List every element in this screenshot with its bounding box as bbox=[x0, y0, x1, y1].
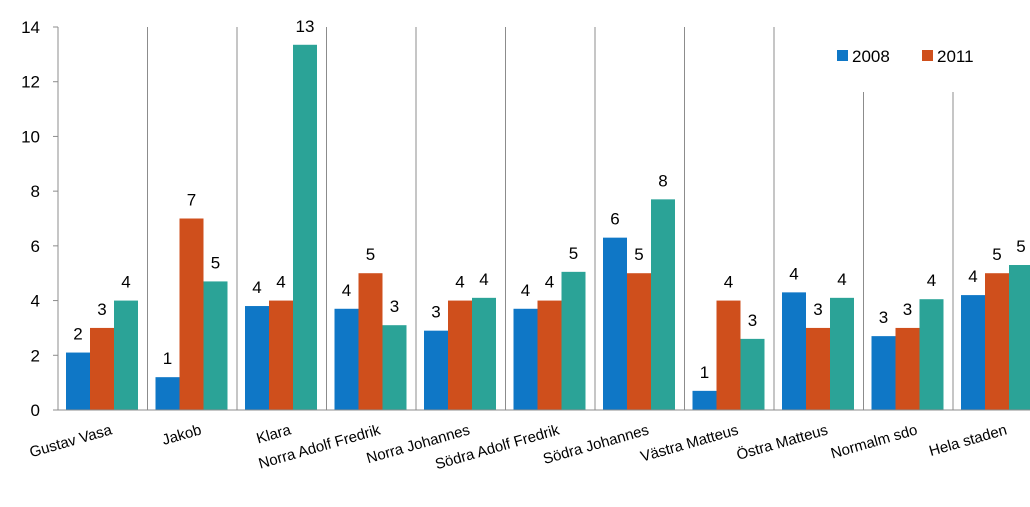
x-tick-label: Klara bbox=[254, 421, 293, 447]
bar bbox=[1009, 265, 1030, 410]
bar bbox=[692, 390, 717, 410]
legend-swatch-2008 bbox=[837, 50, 848, 61]
y-tick-label: 2 bbox=[31, 346, 40, 365]
bar bbox=[358, 273, 383, 410]
bar bbox=[66, 352, 90, 410]
data-label: 4 bbox=[724, 273, 733, 292]
data-label: 1 bbox=[163, 349, 172, 368]
data-label: 5 bbox=[569, 244, 578, 263]
data-label: 5 bbox=[1016, 237, 1025, 256]
data-label: 3 bbox=[813, 300, 822, 319]
bar bbox=[603, 237, 627, 410]
data-label: 3 bbox=[431, 303, 440, 322]
x-tick-label: Västra Matteus bbox=[639, 422, 741, 466]
x-tick-label: Östra Matteus bbox=[734, 421, 830, 464]
x-tick-label: Hela staden bbox=[927, 422, 1009, 460]
data-label: 7 bbox=[187, 191, 196, 210]
bar bbox=[155, 377, 180, 410]
bar bbox=[513, 308, 538, 410]
data-label: 1 bbox=[700, 363, 709, 382]
data-label: 8 bbox=[658, 171, 667, 190]
x-tick-label: Normalm sdo bbox=[829, 422, 919, 463]
bar bbox=[806, 327, 830, 410]
data-label: 3 bbox=[903, 300, 912, 319]
data-label: 4 bbox=[276, 273, 285, 292]
bar bbox=[293, 44, 317, 411]
bar bbox=[424, 330, 448, 410]
legend-label-2011: 2011 bbox=[937, 47, 974, 66]
legend: 2008 2011 bbox=[800, 20, 1020, 92]
bar bbox=[448, 300, 472, 410]
data-label: 3 bbox=[390, 297, 399, 316]
data-label: 4 bbox=[121, 273, 130, 292]
bar bbox=[114, 300, 138, 410]
bar bbox=[561, 271, 586, 410]
data-label: 5 bbox=[211, 253, 220, 272]
bar bbox=[716, 300, 741, 410]
data-label: 4 bbox=[837, 270, 846, 289]
bar bbox=[382, 325, 407, 410]
data-label: 5 bbox=[366, 245, 375, 264]
bar bbox=[871, 336, 896, 410]
data-label: 4 bbox=[789, 264, 798, 283]
bar bbox=[830, 297, 854, 410]
y-tick-label: 0 bbox=[31, 401, 40, 420]
data-label: 3 bbox=[748, 311, 757, 330]
bars bbox=[66, 44, 1030, 411]
y-tick-label: 10 bbox=[21, 127, 40, 146]
bar bbox=[269, 300, 293, 410]
data-label: 4 bbox=[479, 270, 488, 289]
legend-background bbox=[800, 20, 1020, 92]
bar bbox=[895, 327, 920, 410]
bar bbox=[740, 338, 765, 410]
data-label: 4 bbox=[968, 267, 977, 286]
data-label: 5 bbox=[992, 245, 1001, 264]
data-label: 4 bbox=[927, 271, 936, 290]
data-label: 4 bbox=[342, 281, 351, 300]
x-tick-label: Jakob bbox=[160, 422, 203, 449]
bar bbox=[90, 327, 114, 410]
legend-swatch-2011 bbox=[922, 50, 933, 61]
bar bbox=[985, 273, 1009, 410]
data-label: 4 bbox=[545, 273, 554, 292]
data-label: 13 bbox=[296, 17, 315, 36]
bar bbox=[537, 300, 562, 410]
bar bbox=[179, 218, 204, 410]
y-axis: 0 2 4 6 8 10 12 14 bbox=[21, 18, 59, 420]
bar bbox=[627, 273, 651, 410]
bar bbox=[919, 299, 944, 410]
y-tick-label: 12 bbox=[21, 73, 40, 92]
data-label: 3 bbox=[879, 308, 888, 327]
bar bbox=[961, 295, 985, 410]
bar bbox=[334, 308, 359, 410]
y-tick-label: 8 bbox=[31, 182, 40, 201]
data-label: 3 bbox=[97, 300, 106, 319]
data-label: 4 bbox=[455, 273, 464, 292]
data-label: 6 bbox=[610, 210, 619, 229]
data-label: 2 bbox=[73, 325, 82, 344]
data-label: 4 bbox=[521, 281, 530, 300]
y-tick-label: 4 bbox=[31, 292, 40, 311]
bar bbox=[203, 281, 228, 410]
bar bbox=[651, 199, 675, 410]
bar bbox=[782, 292, 806, 410]
y-tick-label: 14 bbox=[21, 18, 40, 37]
data-label: 5 bbox=[634, 245, 643, 264]
legend-label-2008: 2008 bbox=[852, 47, 890, 66]
x-tick-label: Gustav Vasa bbox=[28, 421, 115, 461]
data-label: 4 bbox=[252, 278, 261, 297]
y-tick-label: 6 bbox=[31, 237, 40, 256]
bar bbox=[472, 297, 496, 410]
bar bbox=[245, 306, 269, 410]
